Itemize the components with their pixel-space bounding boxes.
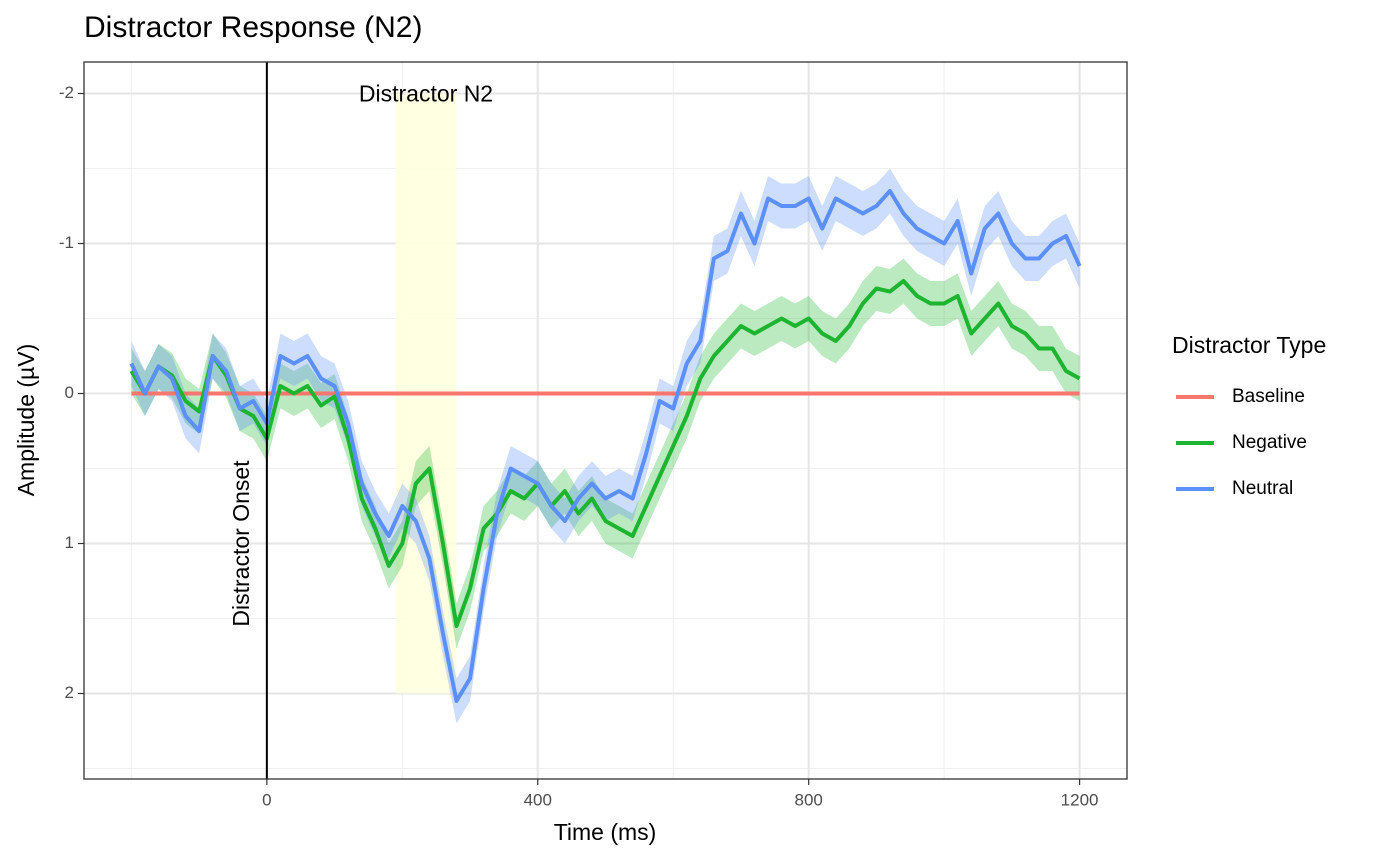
panel-border — [83, 61, 1128, 780]
legend-label: Negative — [1232, 432, 1307, 453]
series-line — [129, 279, 1081, 628]
legend-title: Distractor Type — [1172, 332, 1326, 358]
legend-label: Baseline — [1232, 386, 1305, 407]
annotation: Distractor Onset — [228, 460, 254, 627]
ribbon — [131, 168, 1080, 724]
x-tick-label: 400 — [524, 790, 552, 809]
ribbon — [131, 258, 1080, 649]
y-tick-label: -1 — [59, 233, 74, 252]
y-axis-title: Amplitude (µV) — [13, 344, 39, 497]
legend-label: Neutral — [1232, 478, 1293, 499]
x-axis-title: Time (ms) — [554, 819, 657, 845]
y-tick-label: 1 — [65, 533, 74, 552]
x-tick-label: 0 — [262, 790, 271, 809]
y-tick-label: 0 — [65, 383, 74, 402]
y-tick-label: 2 — [65, 683, 74, 702]
y-tick-label: -2 — [59, 83, 74, 102]
x-tick-label: 800 — [794, 790, 822, 809]
annotation: Distractor N2 — [359, 81, 493, 107]
x-tick-label: 1200 — [1061, 790, 1099, 809]
series-line — [129, 189, 1082, 703]
chart-title: Distractor Response (N2) — [84, 11, 422, 44]
